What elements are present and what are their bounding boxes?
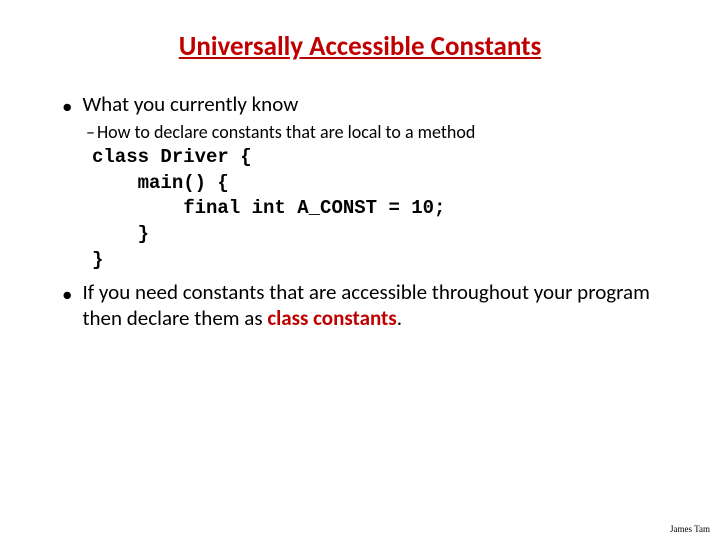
bullet-3-highlight: class constants — [267, 305, 396, 331]
code-line-5: } — [92, 249, 103, 271]
bullet-3-suffix: . — [397, 305, 402, 331]
bullet-level-1: • If you need constants that are accessi… — [62, 279, 670, 331]
code-line-1: class Driver { — [92, 146, 252, 168]
slide-container: Universally Accessible Constants • What … — [0, 0, 720, 540]
bullet-dot: • — [62, 281, 72, 331]
slide-title: Universally Accessible Constants — [50, 30, 670, 63]
footer-author: James Tam — [670, 524, 710, 534]
bullet-1-text: What you currently know — [82, 91, 298, 119]
code-line-3: final int A_CONST = 10; — [92, 197, 445, 219]
bullet-level-1: • What you currently know — [62, 91, 670, 119]
code-line-4: } — [92, 223, 149, 245]
code-line-2: main() { — [92, 172, 229, 194]
bullet-level-2: – How to declare constants that are loca… — [86, 121, 670, 143]
bullet-3-text: If you need constants that are accessibl… — [82, 279, 670, 331]
bullet-2-text: How to declare constants that are local … — [97, 121, 475, 143]
bullet-dash: – — [86, 121, 95, 143]
bullet-dot: • — [62, 93, 72, 119]
code-block: class Driver { main() { final int A_CONS… — [92, 145, 670, 273]
